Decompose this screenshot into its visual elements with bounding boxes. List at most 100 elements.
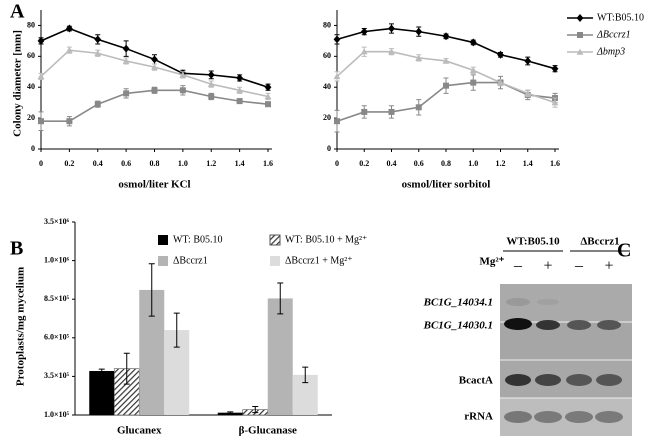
- y-tick-label: 3.5×10⁶: [44, 217, 70, 226]
- y-tick-label: 6.0×10⁵: [44, 333, 70, 342]
- marker: [470, 79, 477, 86]
- y-axis-label: Protoplasts/mg mycelium: [15, 267, 27, 386]
- marker: [415, 27, 423, 36]
- marker: [66, 118, 73, 125]
- y-tick-label: 80: [27, 20, 35, 29]
- legend-label: ΔBccrz1: [596, 29, 631, 40]
- error-bar: [227, 411, 234, 414]
- marker: [151, 63, 158, 70]
- marker: [577, 32, 583, 38]
- x-tick-label: 1.0: [178, 159, 188, 168]
- x-tick-label: 1.6: [550, 159, 560, 168]
- x-tick-label: 1.0: [468, 159, 478, 168]
- panel-label: C: [617, 240, 631, 262]
- marker: [388, 24, 395, 33]
- marker: [94, 101, 101, 108]
- marker: [123, 90, 130, 97]
- legend-label: ΔBccrz1: [173, 255, 208, 266]
- treatment-label: Mg²⁺: [480, 256, 505, 268]
- marker: [207, 80, 215, 87]
- lane-label: –: [513, 258, 523, 275]
- lane-label: +: [543, 258, 552, 275]
- marker: [236, 98, 243, 105]
- bar: [267, 298, 293, 415]
- y-tick-label: 60: [27, 51, 35, 60]
- strain-label: ΔBccrz1: [580, 236, 619, 248]
- strain-label: WT:B05.10: [506, 236, 560, 248]
- marker: [551, 64, 559, 73]
- marker: [265, 101, 271, 108]
- legend-swatch: [158, 235, 168, 245]
- legend-swatch: [269, 234, 281, 246]
- x-tick-label: 0.2: [64, 159, 74, 168]
- panel-label: B: [10, 238, 23, 260]
- marker: [576, 14, 584, 22]
- marker: [122, 57, 130, 64]
- marker: [94, 49, 102, 56]
- row-label: BcactA: [459, 375, 493, 387]
- marker: [497, 79, 504, 86]
- y-tick-label: 1.0×10⁶: [44, 255, 70, 264]
- marker: [333, 73, 341, 80]
- marker: [360, 27, 368, 36]
- marker: [264, 93, 272, 100]
- y-axis-label: Colony diameter [mm]: [12, 30, 24, 137]
- marker: [388, 48, 395, 55]
- x-axis-label: osmol/liter sorbitol: [402, 179, 491, 191]
- x-tick-label: 0: [335, 159, 339, 168]
- marker: [415, 54, 423, 61]
- error-bar: [252, 406, 259, 414]
- y-tick-label: 20: [27, 113, 35, 122]
- row-label: rRNA: [464, 411, 493, 423]
- marker: [179, 71, 187, 78]
- x-tick-label: 1.4: [235, 159, 245, 168]
- y-tick-label: 60: [323, 51, 331, 60]
- y-tick-label: 0: [31, 144, 35, 153]
- series-line: [41, 89, 269, 122]
- y-tick-label: 1.0×10⁵: [44, 410, 70, 419]
- x-tick-label: 1.2: [206, 159, 216, 168]
- x-tick-label: 0.6: [121, 159, 131, 168]
- marker: [151, 87, 158, 94]
- marker: [333, 35, 341, 44]
- marker: [576, 48, 584, 55]
- legend-label: Δbmp3: [596, 46, 625, 57]
- y-tick-label: 3.5×10⁵: [44, 371, 70, 380]
- x-tick-label: 0.8: [150, 159, 160, 168]
- x-tick-label: 1.6: [263, 159, 273, 168]
- marker: [207, 70, 215, 79]
- marker: [469, 66, 477, 73]
- x-axis-label: osmol/liter KCl: [118, 179, 190, 191]
- marker: [179, 87, 186, 94]
- marker: [236, 86, 244, 94]
- x-tick-label: 0.6: [414, 159, 424, 168]
- legend-label: WT:B05.10: [597, 12, 644, 23]
- marker: [334, 118, 340, 125]
- legend-swatch: [270, 256, 280, 266]
- x-tick-label: β-Glucanase: [239, 425, 297, 437]
- legend-label: WT: B05.10 + Mg²⁺: [285, 234, 367, 245]
- marker: [38, 118, 44, 125]
- marker: [236, 73, 244, 82]
- y-tick-label: 40: [323, 82, 331, 91]
- panel-label: A: [10, 1, 25, 23]
- x-tick-label: 1.4: [523, 159, 533, 168]
- y-tick-label: 20: [323, 113, 331, 122]
- marker: [443, 82, 449, 89]
- error-bar: [123, 352, 130, 385]
- x-tick-label: 0.4: [93, 159, 103, 168]
- marker: [37, 73, 45, 80]
- marker: [151, 55, 158, 64]
- error-bar: [148, 263, 155, 317]
- marker: [497, 50, 504, 59]
- marker: [122, 44, 130, 53]
- error-bar: [302, 366, 309, 384]
- legend-label: ΔBccrz1 + Mg²⁺: [285, 255, 353, 266]
- marker: [415, 104, 422, 111]
- marker: [524, 90, 532, 97]
- marker: [65, 24, 73, 33]
- x-tick-label: 0.4: [387, 159, 397, 168]
- x-tick-label: 0.2: [359, 159, 369, 168]
- y-tick-label: 8.5×10⁵: [44, 294, 70, 303]
